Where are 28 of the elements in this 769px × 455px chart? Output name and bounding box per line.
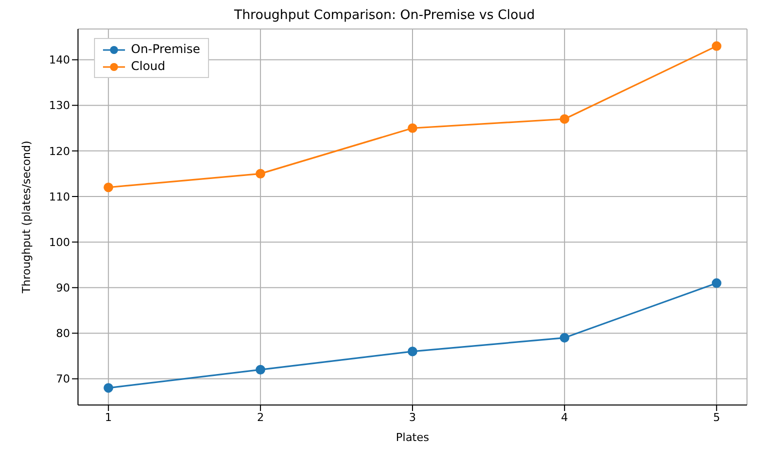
x-tick-label: 1 [104,410,112,424]
point [560,332,570,343]
x-tick-label: 5 [713,410,720,424]
y-tick-label: 110 [49,190,70,204]
x-axis-title: Plates [396,431,430,444]
x-tick-label: 2 [256,410,264,424]
y-tick-label: 70 [56,372,70,386]
point [408,123,418,133]
legend-label: On-Premise [131,41,200,58]
point [104,182,114,192]
point [712,278,722,288]
x-tick-label: 3 [409,410,416,424]
y-tick-label: 80 [56,327,70,340]
y-axis-title: Throughput (plates/second) [20,140,33,294]
chart-title: Throughput Comparison: On-Premise vs Cloud [233,8,536,23]
point [104,383,114,393]
y-tick-label: 120 [49,144,70,158]
point [712,41,722,51]
point [560,114,570,124]
y-tick-label: 90 [56,282,70,295]
point [408,346,418,356]
y-tick-label: 100 [49,236,70,249]
point [256,168,266,179]
x-tick-label: 4 [561,410,568,424]
y-tick-label: 130 [49,99,70,112]
legend-label: Cloud [131,58,166,75]
point [256,364,266,374]
y-tick-label: 140 [49,54,70,67]
